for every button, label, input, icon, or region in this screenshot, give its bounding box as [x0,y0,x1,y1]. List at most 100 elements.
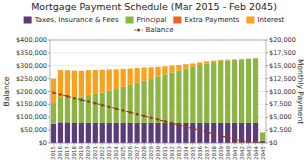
bar-series [51,122,265,143]
x-tick-label: 2039 [218,146,224,160]
legend: Taxes, Insurance & Fees Principal Extra Pa… [24,16,285,34]
bar [218,123,223,143]
bar [58,98,63,122]
x-tick-label: 2023 [106,146,112,160]
y-axis-label: Balance [2,76,11,106]
bar [204,63,209,122]
x-tick-label: 2022 [99,146,105,160]
x-tick [88,143,89,145]
bar [253,123,258,143]
bar [246,123,251,143]
bar [121,123,126,143]
marker [219,134,222,137]
legend-marker [137,29,140,32]
x-tick [116,143,117,145]
line [53,93,262,143]
marker [247,140,250,143]
x-tick [255,143,256,145]
bar [134,123,139,143]
x-tick-label: 2038 [211,146,217,160]
bar [58,122,63,143]
x-tick [241,143,242,145]
marker [233,138,236,141]
bar [162,75,167,123]
legend-label: Principal [137,16,167,24]
bar [232,59,237,60]
legend-label: Taxes, Insurance & Fees [34,16,119,24]
bar [260,132,265,133]
bar [197,62,202,65]
x-tick [171,143,172,145]
marker [115,107,118,110]
legend-item: Principal [126,16,167,24]
legend-label: Balance [146,26,174,34]
bar [232,59,237,61]
y2-tick-label: $12,500 [269,75,296,83]
bar [239,59,244,123]
y-tick-label: $100,000 [16,113,47,121]
marker [226,136,229,139]
y-tick-label: $400,000 [16,36,47,44]
y-tick-label: $50,000 [20,126,47,134]
x-tick [199,143,200,145]
bar-series [51,58,265,132]
x-tick-label: 2018 [71,146,77,160]
marker [143,115,146,118]
x-tick-label: 2041 [232,146,238,160]
bar [86,123,91,143]
marker [205,131,208,134]
bar [183,64,188,68]
bar [134,83,139,123]
x-tick-label: 2036 [197,146,203,160]
legend-swatch [135,29,143,30]
bar [107,123,112,143]
y-tick-label: $0 [39,139,47,147]
legend-label: Interest [257,16,284,24]
x-tick [81,143,82,145]
y2-tick-label: $2,500 [269,126,292,134]
bar [232,60,237,123]
y2-tick-label: $10,000 [269,88,296,96]
plot-frame [50,40,266,143]
bar [260,132,265,140]
marker [122,109,125,112]
bar [190,63,195,66]
legend-item: Taxes, Insurance & Fees [24,16,119,24]
x-tick [74,143,75,145]
bar [162,66,167,74]
x-tick-label: 2017 [64,146,70,160]
bar [121,87,126,123]
legend-swatch [24,17,32,24]
x-tick-label: 2025 [120,146,126,160]
marker [87,100,90,103]
bar [79,123,84,143]
x-tick-label: 2021 [92,146,98,160]
bar [72,123,77,143]
x-tick [130,143,131,145]
marker [66,95,69,98]
x-tick [227,143,228,145]
legend-item: Extra Payments [173,16,239,24]
x-tick-label: 2035 [190,146,196,160]
bar [225,123,230,143]
bar [51,79,56,103]
y-tick-label: $150,000 [16,100,47,108]
bar [183,123,188,143]
bar [246,58,251,59]
bar [141,123,146,143]
bar-series [51,58,265,140]
y2-axis-label: Monthly Payment [296,59,305,124]
x-tick [178,143,179,145]
x-tick [234,143,235,145]
x-tick-label: 2034 [183,146,189,160]
x-tick [262,143,263,145]
y-tick-label: $300,000 [16,62,47,70]
x-tick [123,143,124,145]
bar [100,70,105,93]
bar [114,123,119,143]
bar [176,70,181,123]
x-tick-label: 2031 [162,146,168,160]
bar [121,69,126,87]
bar [190,67,195,123]
x-tick [192,143,193,145]
